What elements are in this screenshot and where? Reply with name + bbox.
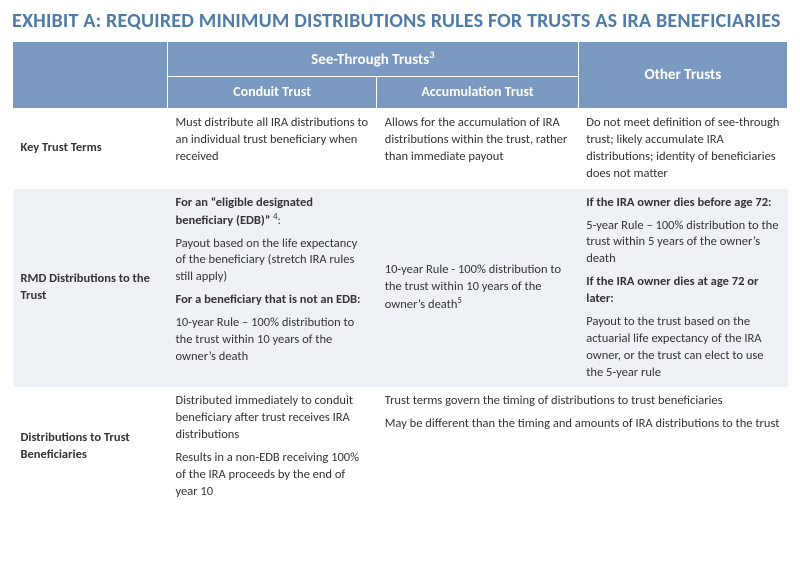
row-label: RMD Distributions to the Trust: [13, 189, 168, 388]
row-label: Distributions to Trust Beneficiaries: [13, 387, 168, 506]
table-row: Distributions to Trust BeneficiariesDist…: [13, 387, 788, 506]
page-title: EXHIBIT A: REQUIRED MINIMUM DISTRIBUTION…: [12, 10, 788, 33]
cell-conduit: Distributed immediately to conduit benef…: [168, 387, 377, 506]
header-accumulation: Accumulation Trust: [377, 77, 579, 109]
rmd-rules-table: See-Through Trusts3 Other Trusts Conduit…: [12, 41, 788, 507]
cell-conduit: For an “eligible designated beneficiary …: [168, 189, 377, 388]
header-see-through-label: See-Through Trusts: [311, 51, 429, 69]
cell-accumulation: Allows for the accumulation of IRA distr…: [377, 109, 579, 189]
table-row: RMD Distributions to the TrustFor an “el…: [13, 189, 788, 388]
header-blank: [13, 42, 168, 109]
table-body: Key Trust TermsMust distribute all IRA d…: [13, 109, 788, 507]
row-label: Key Trust Terms: [13, 109, 168, 189]
header-conduit: Conduit Trust: [168, 77, 377, 109]
cell-other: If the IRA owner dies before age 72:5-ye…: [578, 189, 787, 388]
table-row: Key Trust TermsMust distribute all IRA d…: [13, 109, 788, 189]
cell-conduit: Must distribute all IRA distributions to…: [168, 109, 377, 189]
header-see-through: See-Through Trusts3: [168, 42, 579, 77]
header-other-trusts: Other Trusts: [578, 42, 787, 109]
cell-accumulation: Trust terms govern the timing of distrib…: [377, 387, 788, 506]
header-see-through-sup: 3: [429, 48, 434, 61]
cell-accumulation: 10-year Rule - 100% distribution to the …: [377, 189, 579, 388]
cell-other: Do not meet definition of see-through tr…: [578, 109, 787, 189]
